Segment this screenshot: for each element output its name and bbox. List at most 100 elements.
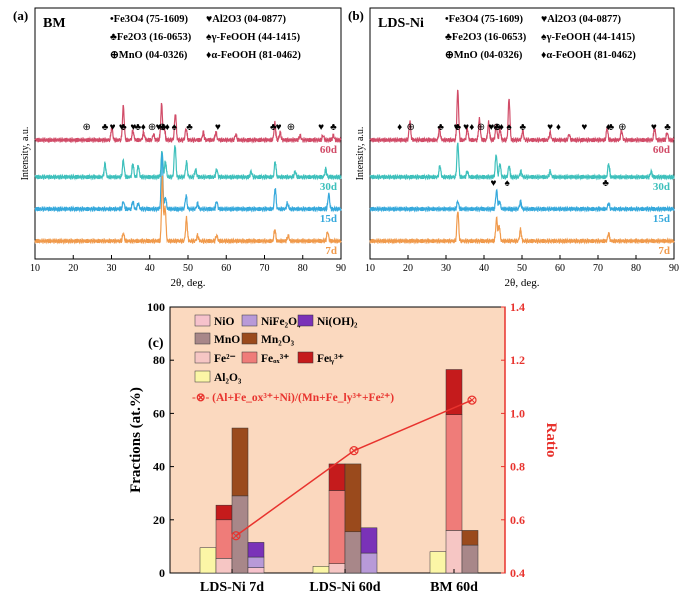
phase-marker: ♥ bbox=[318, 122, 324, 133]
phase-marker: ⊕ bbox=[406, 122, 414, 133]
panel-label: (b) bbox=[348, 8, 364, 23]
x-tick-label: 20 bbox=[403, 263, 413, 274]
panel-title: LDS-Ni bbox=[378, 16, 424, 31]
phase-marker: ♣ bbox=[102, 122, 109, 133]
legend-entry: ♣Fe2O3 (16-0653) bbox=[110, 32, 192, 43]
phase-marker: ♦ bbox=[141, 122, 146, 133]
legend-label-Mn2O3: Mn₂O₃ bbox=[261, 334, 295, 346]
bar-segment-NiO bbox=[247, 567, 265, 574]
legend-swatch-NiFe2O4 bbox=[241, 314, 258, 327]
legend-entry: ♦α-FeOOH (81-0462) bbox=[541, 50, 636, 61]
legend-swatch-NiOH2 bbox=[297, 314, 314, 327]
legend-label-NiOH2: Ni(OH)₂ bbox=[317, 316, 358, 328]
panel-label: (c) bbox=[148, 336, 164, 351]
phase-marker: ♣ bbox=[494, 122, 501, 133]
y-tick-label: 20 bbox=[153, 513, 165, 527]
phase-marker: ♥ bbox=[488, 122, 494, 133]
legend-entry: ♣Fe2O3 (16-0653) bbox=[445, 32, 527, 43]
phase-marker: ♥ bbox=[119, 122, 125, 133]
legend-swatch-Fely bbox=[297, 351, 314, 364]
phase-marker: ⊕ bbox=[493, 122, 501, 133]
legend-swatch-NiO bbox=[194, 314, 211, 327]
ratio-point-cross bbox=[468, 396, 476, 404]
phase-marker: ♦ bbox=[469, 122, 474, 133]
x-tick-label: 40 bbox=[145, 263, 155, 274]
xrd-pattern-30d bbox=[34, 145, 342, 181]
legend-swatch-Feox bbox=[241, 351, 258, 364]
x-axis-label: 2θ, deg. bbox=[171, 277, 206, 289]
phase-marker: ⊕ bbox=[477, 122, 485, 133]
phase-marker: ♣ bbox=[330, 122, 337, 133]
bar-segment-NiFe2O4 bbox=[360, 552, 378, 574]
x-tick-label: 40 bbox=[479, 263, 489, 274]
y-tick-label: 40 bbox=[153, 460, 165, 474]
x-tick-label: 90 bbox=[336, 263, 346, 274]
phase-marker: ♦ bbox=[499, 122, 504, 133]
series-label-7d: 7d bbox=[325, 245, 337, 257]
phase-marker: ⊕ bbox=[287, 122, 295, 133]
y-tick-label: 0 bbox=[159, 566, 165, 580]
group-label: LDS-Ni 60d bbox=[309, 580, 380, 595]
phase-marker: ♥ bbox=[454, 122, 460, 133]
x-tick-label: 10 bbox=[30, 263, 40, 274]
bar-segment-Fely bbox=[328, 463, 346, 491]
ratio-point-cross bbox=[232, 532, 240, 539]
phase-marker: ♣ bbox=[608, 122, 615, 133]
bar-segment-MnO bbox=[344, 531, 362, 574]
x-tick-label: 30 bbox=[107, 263, 117, 274]
panel-a-bm-xrd: 10 20 30 40 50 60 70 80 90 2θ, deg. Intensity, a.u… bbox=[13, 7, 346, 289]
ratio-legend: -⊗- (Al+Fe_ox³⁺+Ni)/(Mn+Fe_ly³⁺+Fe²⁺) bbox=[192, 392, 394, 404]
bar-segment-Feox bbox=[445, 414, 463, 531]
phase-marker: ♣ bbox=[437, 122, 444, 133]
bar-segment-Mn2O3 bbox=[344, 463, 362, 533]
y-axis-label: Fractions (at.%) bbox=[128, 387, 144, 493]
y-tick-label: 80 bbox=[153, 353, 165, 367]
bar-segment-Al2O3 bbox=[429, 551, 447, 574]
xrd-pattern-30d bbox=[369, 142, 675, 181]
panel-c-fractions-chart: 0 20 40 60 80 100 Fractions (at.%) 0.4 0.6 0.8 1.0… bbox=[128, 300, 559, 595]
xrd-pattern-7d bbox=[34, 175, 342, 245]
x-tick-label: 30 bbox=[441, 263, 451, 274]
legend-entry: ♥Al2O3 (04-0877) bbox=[541, 14, 622, 25]
legend-entry: ♠γ-FeOOH (44-1415) bbox=[206, 32, 301, 43]
phase-marker: ♣ bbox=[664, 122, 671, 133]
series-label-60d: 60d bbox=[320, 144, 337, 156]
phase-marker: ♥ bbox=[491, 178, 497, 189]
phase-marker: ♣ bbox=[602, 178, 609, 189]
phase-marker: ♦ bbox=[165, 122, 170, 133]
legend-label-Fe2: Fe²⁻ bbox=[214, 353, 236, 365]
x-tick-label: 10 bbox=[365, 263, 375, 274]
xrd-pattern-60d bbox=[34, 102, 342, 144]
y2-tick-label: 1.2 bbox=[510, 353, 525, 367]
phase-marker: ♣ bbox=[454, 122, 461, 133]
y2-axis-label: Ratio bbox=[543, 423, 559, 458]
legend-entry: •Fe3O4 (75-1609) bbox=[445, 14, 524, 25]
series-label-15d: 15d bbox=[653, 213, 670, 225]
y2-tick-label: 0.4 bbox=[510, 566, 525, 580]
bar-segment-NiOH2 bbox=[360, 527, 378, 554]
legend-swatch-Fe2 bbox=[194, 351, 211, 364]
legend-label-NiO: NiO bbox=[214, 316, 235, 328]
phase-marker: ♦ bbox=[397, 122, 402, 133]
phase-marker: ♣ bbox=[519, 122, 526, 133]
phase-marker: ⊕ bbox=[82, 122, 90, 133]
phase-marker: ♠ bbox=[160, 122, 166, 133]
phase-marker: ⊕ bbox=[148, 122, 156, 133]
y2-tick-label: 0.8 bbox=[510, 460, 525, 474]
legend-label-Fely: Feₗᵧ³⁺ bbox=[317, 353, 344, 365]
phase-marker: ♠ bbox=[505, 178, 511, 189]
bar-segment-Fe2 bbox=[328, 563, 346, 574]
phase-marker: ♣ bbox=[135, 122, 142, 133]
ratio-point-cross bbox=[350, 447, 358, 454]
series-label-7d: 7d bbox=[658, 245, 670, 257]
phase-marker: ♥ bbox=[156, 122, 162, 133]
legend-entry: ♠γ-FeOOH (44-1415) bbox=[541, 32, 636, 43]
x-tick-label: 50 bbox=[183, 263, 193, 274]
legend-swatch-Al2O3 bbox=[194, 370, 211, 383]
plot-frame bbox=[34, 7, 342, 260]
phase-marker: ♥ bbox=[130, 122, 136, 133]
phase-marker: ♥ bbox=[581, 122, 587, 133]
legend-entry: •Fe3O4 (75-1609) bbox=[110, 14, 189, 25]
phase-marker: ♣ bbox=[160, 122, 167, 133]
x-tick-label: 90 bbox=[669, 263, 679, 274]
